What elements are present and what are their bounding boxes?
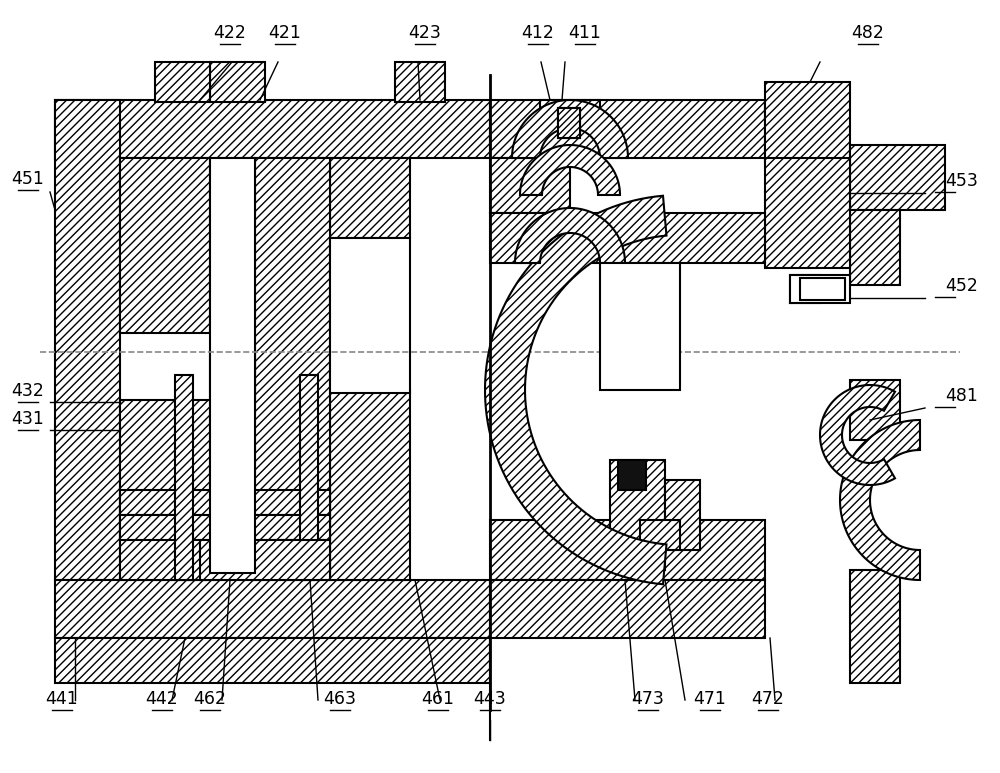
Text: 432: 432 xyxy=(12,382,44,400)
Bar xyxy=(490,580,765,638)
Bar xyxy=(490,520,765,580)
Bar xyxy=(490,100,765,158)
Bar xyxy=(540,100,600,158)
Bar xyxy=(395,62,445,102)
Bar xyxy=(55,100,490,158)
Text: 443: 443 xyxy=(474,690,506,708)
Bar xyxy=(255,158,330,573)
Bar xyxy=(175,375,193,580)
Text: 423: 423 xyxy=(409,24,441,42)
Bar xyxy=(120,515,330,540)
Text: 453: 453 xyxy=(945,172,978,190)
Bar xyxy=(558,108,580,138)
Bar xyxy=(55,100,120,580)
Bar xyxy=(330,238,410,393)
Text: 481: 481 xyxy=(945,387,978,405)
Text: 412: 412 xyxy=(522,24,554,42)
Text: 421: 421 xyxy=(269,24,301,42)
Polygon shape xyxy=(820,385,895,485)
Text: 441: 441 xyxy=(46,690,78,708)
Bar xyxy=(558,108,580,138)
Bar xyxy=(490,158,570,213)
Text: 463: 463 xyxy=(324,690,357,708)
Bar xyxy=(850,145,945,210)
Polygon shape xyxy=(485,196,666,584)
Bar xyxy=(155,62,210,102)
Polygon shape xyxy=(515,208,625,263)
Bar xyxy=(765,158,850,268)
Bar xyxy=(640,520,680,550)
Bar xyxy=(55,638,490,683)
Bar xyxy=(790,275,850,303)
Bar xyxy=(200,540,330,580)
Text: 451: 451 xyxy=(12,170,44,188)
Polygon shape xyxy=(520,145,620,195)
Bar xyxy=(210,62,265,102)
Text: 472: 472 xyxy=(752,690,784,708)
Bar xyxy=(618,460,646,490)
Bar xyxy=(765,82,850,162)
Polygon shape xyxy=(512,100,628,158)
Bar xyxy=(330,390,410,580)
Bar xyxy=(665,480,700,550)
Text: 473: 473 xyxy=(632,690,664,708)
Bar xyxy=(850,570,900,683)
Bar xyxy=(800,278,845,300)
Text: 471: 471 xyxy=(694,690,726,708)
Text: 461: 461 xyxy=(422,690,455,708)
Bar xyxy=(120,158,210,333)
Bar xyxy=(600,263,680,390)
Bar xyxy=(490,213,765,263)
Text: 442: 442 xyxy=(146,690,178,708)
Polygon shape xyxy=(840,420,920,580)
Bar xyxy=(55,580,490,638)
Circle shape xyxy=(568,278,792,502)
Bar xyxy=(330,158,410,238)
Bar xyxy=(790,275,820,303)
Bar xyxy=(850,210,900,285)
Text: 422: 422 xyxy=(214,24,246,42)
Bar xyxy=(210,355,255,398)
Bar xyxy=(210,158,255,573)
Bar xyxy=(120,490,330,515)
Text: 411: 411 xyxy=(569,24,601,42)
Bar xyxy=(850,380,900,440)
Text: 431: 431 xyxy=(12,410,44,428)
Text: 462: 462 xyxy=(194,690,227,708)
Bar xyxy=(120,400,210,580)
Text: 452: 452 xyxy=(945,277,978,295)
Bar xyxy=(300,375,318,580)
Text: 482: 482 xyxy=(852,24,884,42)
Bar xyxy=(610,460,665,570)
